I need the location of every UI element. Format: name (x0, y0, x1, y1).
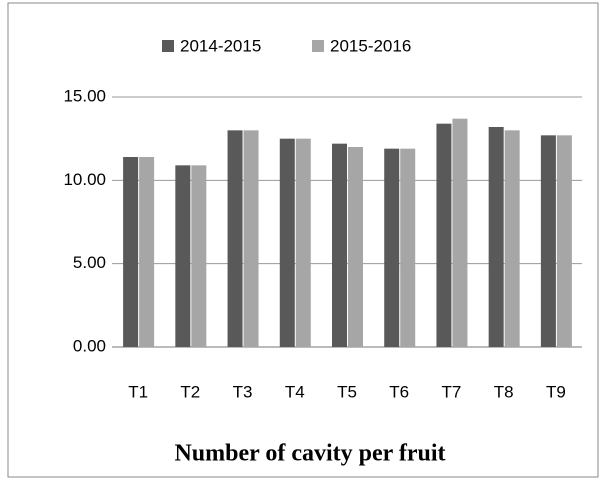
bar (123, 157, 139, 347)
x-tick-label: T7 (442, 382, 462, 401)
legend-swatch (312, 40, 324, 52)
frame (7, 2, 599, 478)
bar (556, 135, 572, 347)
bar (488, 127, 504, 347)
chart-title: Number of cavity per fruit (174, 441, 445, 467)
bar (191, 165, 207, 347)
y-tick-label: 15.00 (63, 86, 106, 105)
bar (139, 157, 155, 347)
x-tick-label: T5 (337, 382, 357, 401)
bar (332, 143, 347, 347)
bar (504, 130, 520, 347)
x-tick-label: T2 (180, 382, 200, 401)
legend-label: 2015-2016 (330, 36, 411, 55)
y-tick-label: 0.00 (73, 336, 106, 355)
y-tick-label: 5.00 (73, 253, 106, 272)
bar (175, 165, 191, 347)
x-tick-label: T6 (389, 382, 409, 401)
x-tick-label: T8 (494, 382, 514, 401)
bar (348, 147, 363, 347)
bar (540, 135, 556, 347)
bar (227, 130, 243, 347)
x-tick-label: T1 (128, 382, 148, 401)
x-tick-label: T3 (233, 382, 253, 401)
bar (279, 138, 295, 347)
bar (400, 148, 416, 347)
bar (243, 130, 259, 347)
x-tick-label: T9 (546, 382, 566, 401)
legend-label: 2014-2015 (180, 36, 261, 55)
bar (452, 118, 468, 348)
legend-swatch (162, 40, 174, 52)
y-tick-label: 10.00 (63, 170, 106, 189)
bar (436, 123, 452, 348)
x-tick-label: T4 (285, 382, 305, 401)
bar (295, 138, 311, 347)
bar (384, 148, 400, 347)
